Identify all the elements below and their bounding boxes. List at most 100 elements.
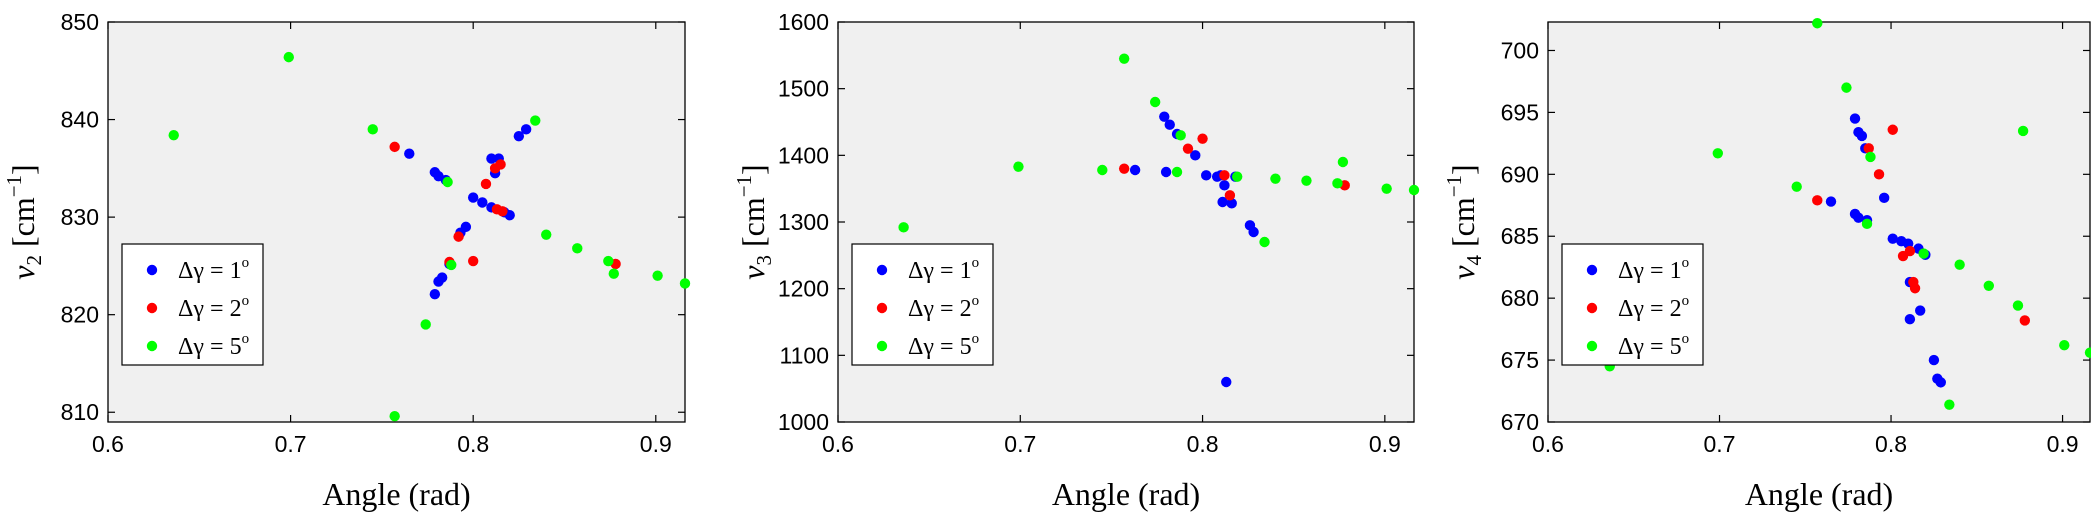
y-tick-label: 685 — [1501, 223, 1539, 249]
data-point — [168, 129, 179, 141]
y-tick-label: 1400 — [778, 142, 829, 168]
data-point — [1301, 175, 1312, 186]
data-point — [679, 278, 691, 289]
data-point — [1944, 399, 1955, 410]
data-point — [404, 148, 415, 159]
legend-label: Δγ = 1o — [178, 255, 249, 284]
data-point — [608, 268, 619, 279]
data-point — [453, 231, 464, 242]
y-tick-label: 700 — [1501, 37, 1539, 63]
legend-marker — [876, 264, 888, 276]
data-point — [1812, 18, 1823, 29]
data-point — [1219, 170, 1230, 181]
legend-marker — [146, 340, 158, 352]
legend-marker — [1586, 264, 1598, 276]
data-point — [480, 178, 492, 190]
legend: Δγ = 1o Δγ = 2o Δγ = 5o — [851, 243, 994, 366]
data-point — [1231, 171, 1243, 182]
x-axis-label: Angle (rad) — [1745, 476, 1893, 512]
data-point — [1791, 181, 1802, 192]
chart-panel-1: 0.6 0.7 0.8 0.9 810 820 830 840 850 Δγ = 1o Δγ = 2… — [2, 9, 691, 512]
data-point — [1175, 130, 1186, 141]
y-tick-label: 695 — [1501, 99, 1539, 125]
legend: Δγ = 1o Δγ = 2o Δγ = 5o — [121, 243, 264, 366]
data-point — [1118, 163, 1130, 174]
y-axis-label: ν2 [cm−1] — [2, 164, 46, 279]
data-point — [1928, 354, 1940, 366]
data-point — [446, 259, 457, 271]
data-point — [1856, 130, 1868, 142]
data-point — [389, 410, 400, 422]
data-point — [1226, 198, 1237, 209]
y-tick-label: 680 — [1501, 285, 1539, 311]
data-point — [1270, 173, 1281, 184]
data-point — [367, 124, 378, 135]
legend-marker — [146, 264, 158, 276]
data-point — [1164, 119, 1175, 130]
series-3 — [168, 51, 691, 422]
data-point — [2017, 125, 2029, 137]
data-point — [2059, 340, 2070, 351]
x-tick-label: 0.8 — [1187, 431, 1219, 457]
x-tick-label: 0.6 — [92, 431, 124, 457]
data-point — [1712, 148, 1724, 159]
y-tick-label: 1200 — [778, 276, 829, 302]
x-axis-label: Angle (rad) — [1052, 476, 1200, 512]
x-tick-label: 0.7 — [1004, 431, 1036, 457]
data-point — [1887, 233, 1898, 244]
legend-label: Δγ = 5o — [178, 331, 249, 360]
x-axis-label: Angle (rad) — [322, 476, 470, 512]
data-point — [2019, 315, 2031, 326]
legend-label: Δγ = 5o — [1618, 331, 1689, 360]
legend-marker — [876, 340, 888, 352]
data-point — [1337, 156, 1349, 168]
data-point — [477, 197, 488, 208]
data-point — [1190, 150, 1201, 161]
y-tick-label: 820 — [61, 302, 99, 328]
data-point — [1914, 305, 1926, 316]
data-point — [1812, 195, 1823, 206]
x-tick-label: 0.7 — [275, 431, 307, 457]
data-point — [513, 130, 525, 142]
data-point — [1224, 190, 1236, 201]
y-axis-label: ν3 [cm−1] — [732, 164, 776, 279]
data-point — [1197, 133, 1208, 144]
data-point — [1160, 166, 1172, 178]
data-point — [1118, 53, 1130, 64]
legend-label: Δγ = 1o — [908, 255, 979, 284]
legend-label: Δγ = 5o — [908, 331, 979, 360]
y-tick-label: 690 — [1501, 161, 1539, 187]
data-point — [1825, 196, 1837, 207]
data-point — [1909, 283, 1921, 294]
legend-label: Δγ = 2o — [908, 293, 979, 322]
data-point — [1217, 196, 1228, 208]
data-point — [1221, 376, 1232, 388]
legend-label: Δγ = 2o — [1618, 293, 1689, 322]
data-point — [1381, 183, 1392, 194]
legend-marker — [1586, 340, 1598, 352]
y-tick-label: 810 — [61, 399, 99, 425]
data-point — [389, 141, 400, 153]
legend-marker — [1586, 302, 1598, 314]
legend-marker — [876, 302, 888, 314]
x-tick-label: 0.7 — [1704, 431, 1736, 457]
legend-label: Δγ = 2o — [178, 293, 249, 322]
data-point — [486, 153, 497, 164]
data-point — [1219, 180, 1230, 191]
data-point — [1887, 124, 1898, 135]
x-tick-label: 0.8 — [1875, 431, 1907, 457]
data-point — [1129, 164, 1141, 176]
data-point — [1097, 164, 1108, 176]
data-point — [652, 270, 663, 281]
data-point — [1182, 143, 1194, 154]
x-tick-label: 0.6 — [822, 431, 854, 457]
y-tick-label: 830 — [61, 204, 99, 230]
series-3 — [898, 53, 1420, 248]
y-tick-label: 1600 — [778, 9, 829, 35]
legend-label: Δγ = 1o — [1618, 255, 1689, 284]
x-tick-label: 0.9 — [2047, 431, 2079, 457]
data-point — [1159, 111, 1170, 122]
data-point — [495, 159, 506, 170]
data-point — [530, 115, 541, 126]
